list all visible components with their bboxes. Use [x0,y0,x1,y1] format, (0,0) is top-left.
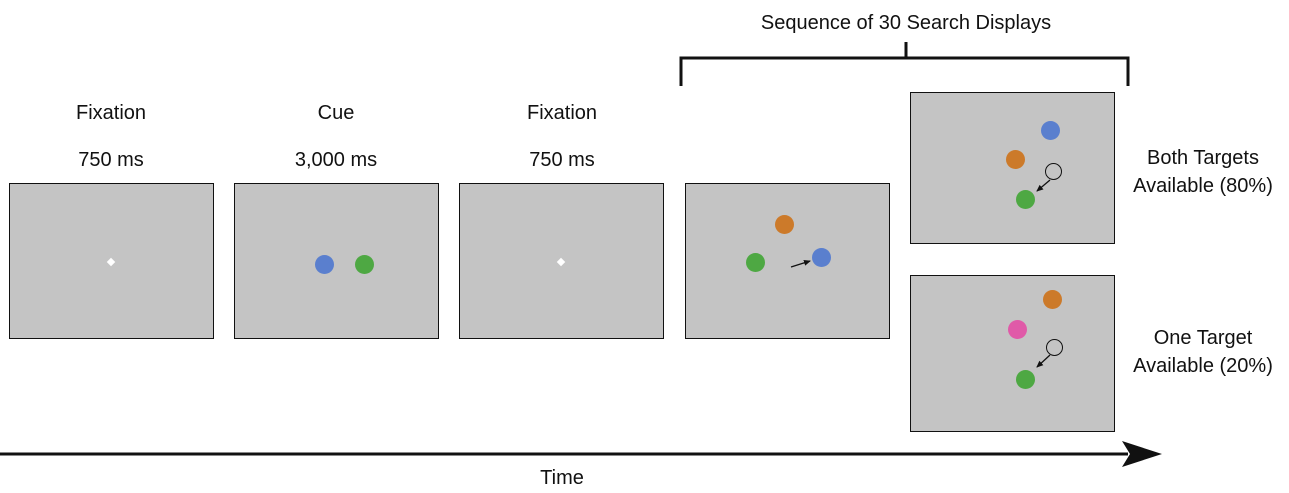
empty-circle [1045,163,1062,180]
both-targets-panel [910,92,1115,244]
blue-circle [812,248,831,267]
gaze-arrow [1036,354,1051,368]
both-targets-label: Both Targets Available (80%) [1133,144,1273,200]
both-targets-line-2: Available (80%) [1133,175,1273,197]
cue-green-circle [355,255,374,274]
orange-circle [775,215,794,234]
gaze-arrow [1036,179,1051,192]
stage-2-title: Cue [317,102,355,124]
sequence-label: Sequence of 30 Search Displays [760,12,1052,34]
empty-circle [1046,339,1063,356]
stage-2-duration: 3,000 ms [294,149,378,171]
blue-circle [1041,121,1060,140]
gaze-arrow [790,259,811,268]
orange-circle [1043,290,1062,309]
both-targets-line-1: Both Targets [1147,147,1259,169]
one-target-label: One Target Available (20%) [1133,324,1273,380]
time-arrowhead [1122,441,1162,467]
sequence-bracket [679,42,1130,86]
one-target-line-1: One Target [1153,327,1253,349]
fixation-panel-1 [9,183,214,339]
one-target-line-2: Available (20%) [1133,355,1273,377]
fixation-panel-2 [459,183,664,339]
green-circle [1016,370,1035,389]
orange-circle [1006,150,1025,169]
time-label: Time [540,467,584,489]
stage-1-duration: 750 ms [78,149,144,171]
stage-3-duration: 750 ms [529,149,595,171]
pink-circle [1008,320,1027,339]
search-display-panel [685,183,890,339]
green-circle [746,253,765,272]
cue-panel [234,183,439,339]
stage-1-title: Fixation [75,102,147,124]
stage-3-title: Fixation [526,102,598,124]
one-target-panel [910,275,1115,432]
green-circle [1016,190,1035,209]
cue-blue-circle [315,255,334,274]
